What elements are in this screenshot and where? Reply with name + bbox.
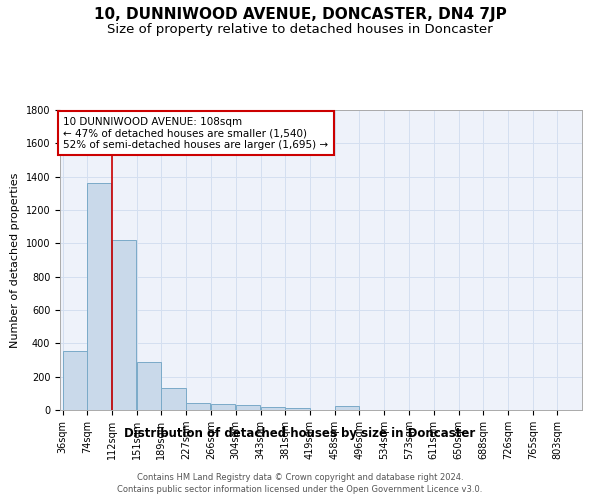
Bar	[63, 351, 87, 410]
Bar	[261, 406, 285, 410]
Bar	[335, 406, 359, 410]
Bar	[286, 408, 310, 410]
Bar	[137, 362, 161, 410]
Text: Contains HM Land Registry data © Crown copyright and database right 2024.: Contains HM Land Registry data © Crown c…	[137, 472, 463, 482]
Bar	[186, 403, 210, 410]
Text: Size of property relative to detached houses in Doncaster: Size of property relative to detached ho…	[107, 22, 493, 36]
Bar	[161, 388, 185, 410]
Bar	[87, 182, 112, 410]
Bar	[211, 404, 235, 410]
Text: Contains public sector information licensed under the Open Government Licence v3: Contains public sector information licen…	[118, 485, 482, 494]
Text: Distribution of detached houses by size in Doncaster: Distribution of detached houses by size …	[124, 428, 476, 440]
Bar	[236, 406, 260, 410]
Text: 10 DUNNIWOOD AVENUE: 108sqm
← 47% of detached houses are smaller (1,540)
52% of : 10 DUNNIWOOD AVENUE: 108sqm ← 47% of det…	[63, 116, 328, 150]
Y-axis label: Number of detached properties: Number of detached properties	[10, 172, 20, 348]
Text: 10, DUNNIWOOD AVENUE, DONCASTER, DN4 7JP: 10, DUNNIWOOD AVENUE, DONCASTER, DN4 7JP	[94, 8, 506, 22]
Bar	[112, 240, 136, 410]
